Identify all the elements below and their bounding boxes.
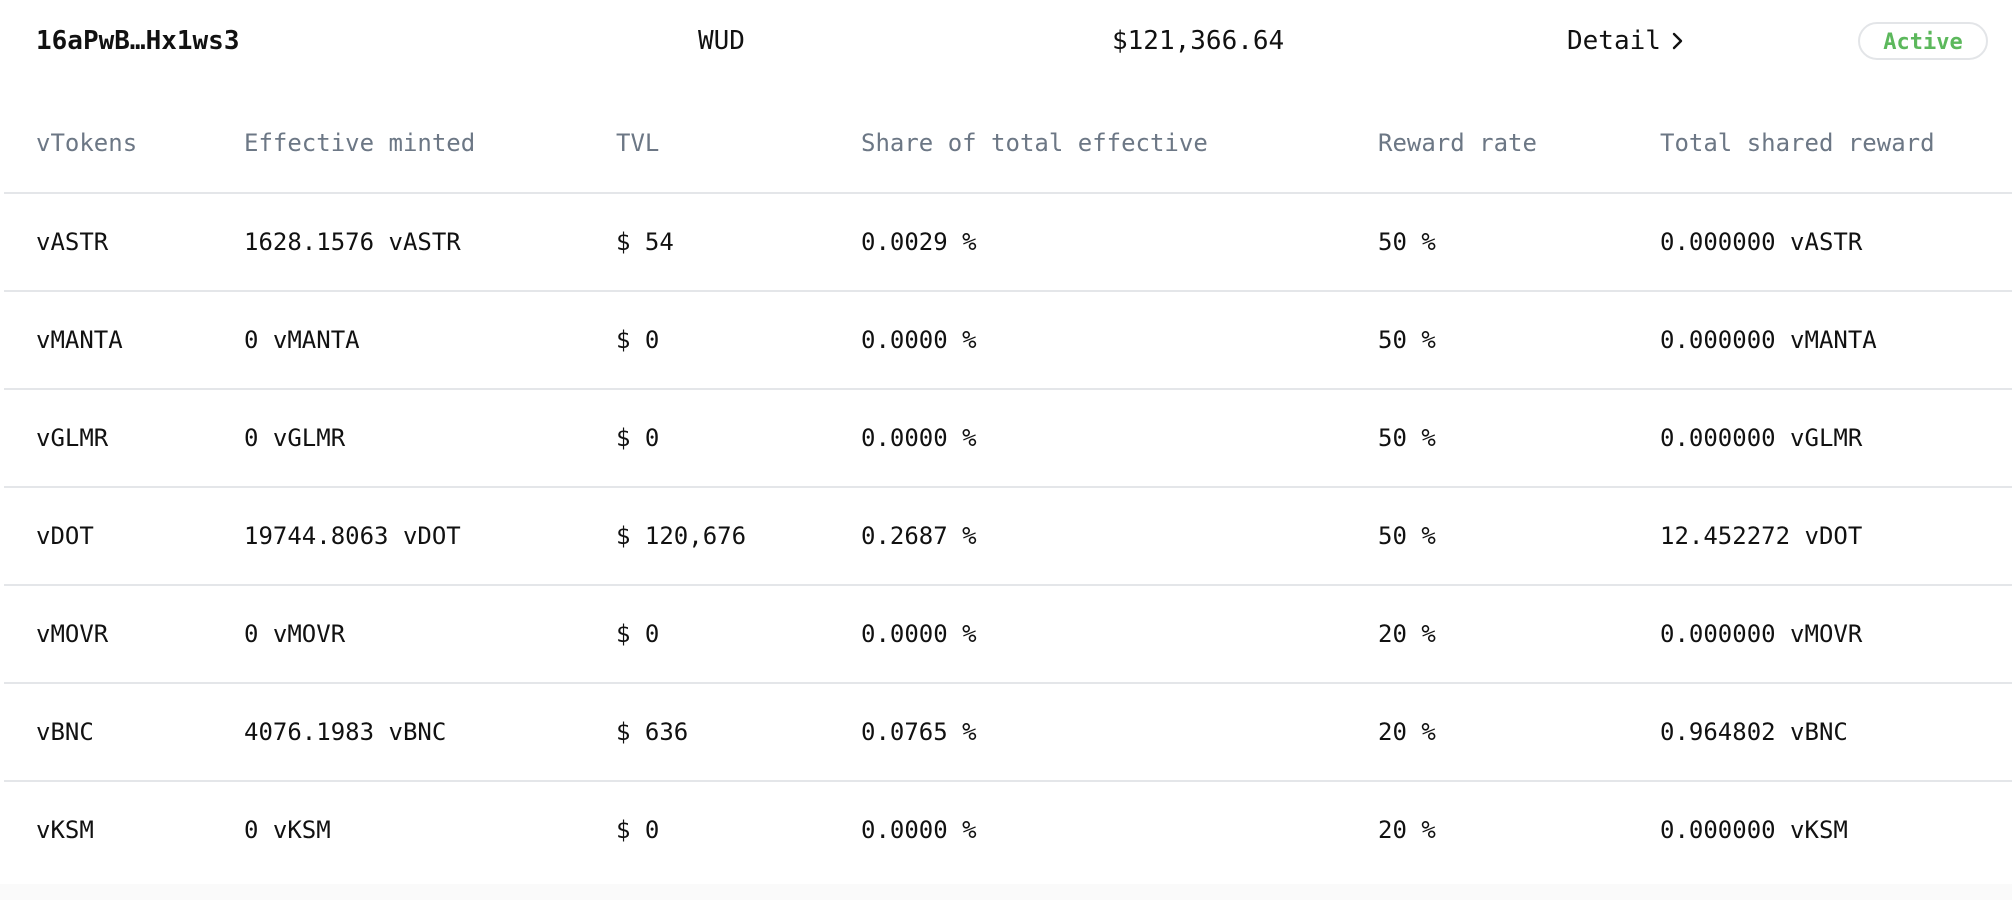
- cell-tvl: $ 120,676: [616, 487, 861, 586]
- vtokens-table: vTokens Effective minted TVL Share of to…: [4, 94, 2012, 878]
- cell-reward-rate: 50 %: [1378, 193, 1660, 292]
- cell-total-shared-reward: 0.000000 vASTR: [1660, 193, 2012, 292]
- table-row: vDOT 19744.8063 vDOT $ 120,676 0.2687 % …: [4, 487, 2012, 586]
- cell-reward-rate: 20 %: [1378, 683, 1660, 782]
- cell-tvl: $ 0: [616, 585, 861, 684]
- column-header-tvl: TVL: [616, 94, 861, 194]
- cell-total-shared-reward: 12.452272 vDOT: [1660, 487, 2012, 586]
- column-header-effective-minted: Effective minted: [244, 94, 616, 194]
- cell-effective-minted: 1628.1576 vASTR: [244, 193, 616, 292]
- cell-tvl: $ 54: [616, 193, 861, 292]
- cell-share: 0.0000 %: [861, 816, 977, 844]
- cell-effective-minted: 0 vMANTA: [244, 291, 616, 390]
- cell-tvl: $ 0: [616, 816, 660, 844]
- column-header-share: Share of total effective: [861, 94, 1378, 194]
- table-row: vBNC 4076.1983 vBNC $ 636 0.0765 % 20 % …: [4, 683, 2012, 782]
- table-row: vGLMR 0 vGLMR $ 0 0.0000 % 50 % 0.000000…: [4, 389, 2012, 488]
- cell-reward-rate: 50 %: [1378, 487, 1660, 586]
- cell-share: 0.0000 %: [861, 389, 1378, 488]
- column-header-vtokens: vTokens: [4, 94, 244, 194]
- cell-tvl: $ 0: [616, 389, 861, 488]
- pool-summary-row: 16aPwB…Hx1ws3 WUD $121,366.64 Detail Act…: [0, 0, 2012, 84]
- cell-vtoken: vDOT: [4, 487, 244, 586]
- cell-vtoken: vKSM: [36, 816, 94, 844]
- cell-effective-minted: 4076.1983 vBNC: [244, 683, 616, 782]
- cell-total-shared-reward: 0.964802 vBNC: [1660, 683, 2012, 782]
- cell-reward-rate: 20 %: [1378, 585, 1660, 684]
- cell-share: 0.0000 %: [861, 291, 1378, 390]
- cell-vtoken: vMOVR: [4, 585, 244, 684]
- pool-address: 16aPwB…Hx1ws3: [36, 26, 240, 56]
- cell-share: 0.0029 %: [861, 193, 1378, 292]
- cell-reward-rate: 50 %: [1378, 291, 1660, 390]
- column-header-total-shared-reward: Total shared reward: [1660, 94, 2012, 194]
- chevron-right-icon: [1672, 32, 1683, 50]
- table-header-row: vTokens Effective minted TVL Share of to…: [4, 94, 2012, 194]
- column-header-reward-rate: Reward rate: [1378, 94, 1660, 194]
- cell-effective-minted: 0 vKSM: [244, 816, 331, 844]
- cell-effective-minted: 0 vGLMR: [244, 389, 616, 488]
- token-symbol: WUD: [698, 26, 745, 56]
- cell-total-shared-reward: 0.000000 vKSM: [1660, 816, 1848, 844]
- table-row: vKSM 0 vKSM $ 0 0.0000 % 20 % 0.000000 v…: [4, 781, 2012, 878]
- table-row: vMANTA 0 vMANTA $ 0 0.0000 % 50 % 0.0000…: [4, 291, 2012, 390]
- total-value: $121,366.64: [1112, 26, 1285, 56]
- cell-tvl: $ 0: [616, 291, 861, 390]
- cell-vtoken: vGLMR: [4, 389, 244, 488]
- cell-share: 0.0765 %: [861, 683, 1378, 782]
- cell-vtoken: vASTR: [4, 193, 244, 292]
- cell-share: 0.0000 %: [861, 585, 1378, 684]
- cell-effective-minted: 0 vMOVR: [244, 585, 616, 684]
- cell-total-shared-reward: 0.000000 vMOVR: [1660, 585, 2012, 684]
- cell-reward-rate: 50 %: [1378, 389, 1660, 488]
- table-row: vASTR 1628.1576 vASTR $ 54 0.0029 % 50 %…: [4, 193, 2012, 292]
- detail-label: Detail: [1567, 26, 1661, 56]
- cell-total-shared-reward: 0.000000 vMANTA: [1660, 291, 2012, 390]
- cell-share: 0.2687 %: [861, 487, 1378, 586]
- cell-vtoken: vMANTA: [4, 291, 244, 390]
- cell-vtoken: vBNC: [4, 683, 244, 782]
- detail-link[interactable]: Detail: [1567, 24, 1687, 58]
- cell-tvl: $ 636: [616, 683, 861, 782]
- cell-effective-minted: 19744.8063 vDOT: [244, 487, 616, 586]
- table-row: vMOVR 0 vMOVR $ 0 0.0000 % 20 % 0.000000…: [4, 585, 2012, 684]
- cell-reward-rate: 20 %: [1378, 816, 1436, 844]
- status-badge: Active: [1858, 22, 1988, 60]
- cell-total-shared-reward: 0.000000 vGLMR: [1660, 389, 2012, 488]
